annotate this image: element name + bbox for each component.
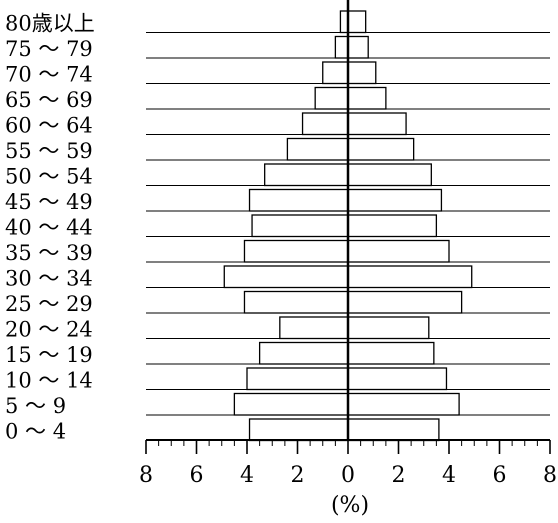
bar-right [347, 341, 435, 365]
bar-left [286, 137, 349, 161]
bar-right [347, 418, 440, 442]
age-group-label: 30 ～ 34 [5, 267, 93, 291]
age-group-label: 25 ～ 29 [5, 292, 93, 316]
bar-right [347, 86, 387, 110]
age-group-label: 40 ～ 44 [5, 216, 93, 240]
bar-left [251, 214, 349, 238]
bar-right [347, 163, 432, 187]
bar-left [248, 188, 349, 212]
age-group-label: 75 ～ 79 [5, 37, 93, 61]
bar-left [246, 367, 349, 391]
x-tick-label: 8 [543, 463, 557, 488]
bar-left [314, 86, 349, 110]
bar-right [347, 290, 463, 314]
age-group-label: 0 ～ 4 [5, 420, 66, 444]
bar-left [223, 265, 349, 289]
bar-right [347, 239, 450, 263]
bar-right [347, 316, 430, 340]
x-axis-unit-label: (%) [331, 493, 369, 518]
age-group-label: 65 ～ 69 [5, 88, 93, 112]
age-group-label: 20 ～ 24 [5, 318, 93, 342]
bar-right [347, 392, 460, 416]
age-group-label: 80歳以上 [5, 12, 95, 36]
bar-left [301, 112, 349, 136]
bar-right [347, 367, 448, 391]
bar-right [347, 214, 438, 238]
bar-right [347, 112, 407, 136]
age-group-label: 60 ～ 64 [5, 114, 93, 138]
age-group-label: 15 ～ 19 [5, 343, 93, 367]
bar-right [347, 10, 367, 34]
age-group-label: 35 ～ 39 [5, 241, 93, 265]
bar-left [322, 61, 349, 85]
x-tick-label: 2 [291, 463, 305, 488]
bar-right [347, 188, 443, 212]
bar-left [243, 290, 349, 314]
x-tick-label: 4 [442, 463, 456, 488]
age-group-label: 10 ～ 14 [5, 369, 93, 393]
age-group-label: 45 ～ 49 [5, 190, 93, 214]
bar-left [243, 239, 349, 263]
age-group-label: 50 ～ 54 [5, 165, 93, 189]
age-group-label: 5 ～ 9 [5, 394, 66, 418]
bar-left [248, 418, 349, 442]
bar-right [347, 35, 369, 59]
x-tick-label: 8 [139, 463, 153, 488]
bar-right [347, 137, 415, 161]
x-tick-label: 6 [190, 463, 204, 488]
x-tick-label: 0 [341, 463, 355, 488]
bar-left [233, 392, 349, 416]
bar-left [279, 316, 349, 340]
x-tick-label: 4 [240, 463, 254, 488]
age-group-label: 55 ～ 59 [5, 139, 93, 163]
bar-right [347, 61, 377, 85]
age-group-label: 70 ～ 74 [5, 63, 93, 87]
bar-right [347, 265, 473, 289]
bar-left [258, 341, 349, 365]
bar-left [334, 35, 349, 59]
x-axis: 8 6 4 2 0 2 4 6 8 [139, 439, 557, 488]
x-tick-label: 6 [493, 463, 507, 488]
bar-left [264, 163, 349, 187]
x-tick-label: 2 [392, 463, 406, 488]
